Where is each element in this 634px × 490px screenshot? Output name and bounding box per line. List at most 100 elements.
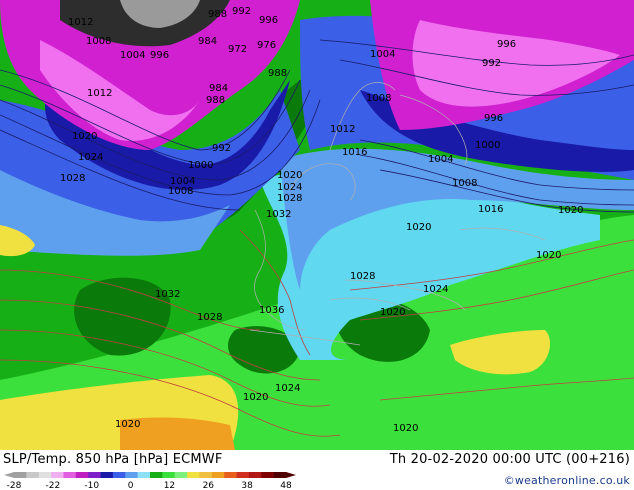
legend-swatches [4,472,296,478]
legend-swatch [162,472,176,478]
label-988-a: 988 [208,9,227,20]
label-972-a: 972 [228,44,247,55]
legend-tick-label: -10 [84,481,99,490]
legend-swatch [150,472,163,478]
legend-tick-label: 38 [241,481,253,490]
light-blue-atlantic [0,170,230,256]
magenta-greenland [0,0,300,150]
label-992-c: 992 [212,143,231,154]
legend-swatch [125,472,138,478]
legend-swatch [38,472,52,478]
legend-swatch [199,472,213,478]
label-1028-b: 1028 [277,193,302,204]
label-1000-b: 1000 [188,160,213,171]
pink-scandinavia [412,20,620,107]
label-1004-a: 1004 [120,50,145,61]
credit-link[interactable]: ©weatheronline.co.uk [503,474,630,487]
isobar-labels: 1012 988 992 996 1008 1004 996 984 972 9… [60,6,583,434]
legend-swatch [174,472,188,478]
label-996-b: 996 [150,50,169,61]
label-988-c: 988 [206,95,225,106]
legend-arrow-left [4,472,14,478]
label-1020-a: 1020 [72,131,97,142]
legend-tick-label: 26 [203,481,215,490]
label-1012-c: 1012 [330,124,355,135]
pink-greenland [40,40,200,141]
label-1020-c: 1020 [558,205,583,216]
legend-swatch [224,472,237,478]
yellow-east-med [450,330,550,375]
isobars-cold [0,39,634,213]
label-1020-b: 1020 [277,170,302,181]
label-996-a: 996 [259,15,278,26]
label-1020-e: 1020 [536,250,561,261]
label-992-b: 992 [482,58,501,69]
label-1028-d: 1028 [197,312,222,323]
label-1004-d: 1004 [170,176,195,187]
isobars-warm [0,229,634,437]
label-976-a: 976 [257,40,276,51]
label-1012-a: 1012 [68,17,93,28]
legend-arrow-right [286,472,296,478]
label-1020-f: 1020 [380,307,405,318]
legend-swatch [26,472,40,478]
label-1008-c: 1008 [168,186,193,197]
label-1008-b: 1008 [366,93,391,104]
label-1004-b: 1004 [370,49,395,60]
legend-tick-label: -22 [46,481,61,490]
label-1008-a: 1008 [86,36,111,47]
legend-swatch [236,472,250,478]
label-1024-c: 1024 [423,284,448,295]
label-1020-g: 1020 [243,392,268,403]
label-992-a: 992 [232,6,251,17]
legend-tick-label: 48 [280,481,292,490]
label-1028-a: 1028 [60,173,85,184]
legend-swatch [88,472,101,478]
orange-africa [120,417,235,450]
yellow-atlantic [0,225,35,257]
legend-swatch [75,472,89,478]
label-1020-h: 1020 [115,419,140,430]
legend-ticks: -28 -22 -10 0 12 26 38 48 [7,481,292,490]
label-1008-d: 1008 [452,178,477,189]
temperature-legend: -28 -22 -10 0 12 26 38 48 [4,472,296,490]
legend-swatch [211,472,225,478]
label-996-d: 996 [484,113,503,124]
valid-time: Th 20-02-2020 00:00 UTC (00+216) [389,452,630,467]
label-1020-d: 1020 [406,222,431,233]
weather-map: 1012 988 992 996 1008 1004 996 984 972 9… [0,0,634,450]
legend-tick-label: 12 [164,481,175,490]
label-984-a: 984 [198,36,217,47]
label-1016-b: 1016 [478,204,503,215]
map-title: SLP/Temp. 850 hPa [hPa] ECMWF [3,452,223,467]
legend-swatch [137,472,151,478]
dark-green-iberia [228,326,300,374]
label-1000-a: 1000 [475,140,500,151]
map-footer: SLP/Temp. 850 hPa [hPa] ECMWF Th 20-02-2… [0,450,634,490]
label-1032-b: 1032 [155,289,180,300]
label-1028-c: 1028 [350,271,375,282]
label-1004-c: 1004 [428,154,453,165]
legend-swatch [51,472,64,478]
label-996-c: 996 [497,39,516,50]
label-1020-i: 1020 [393,423,418,434]
dark-blue-east [360,90,634,172]
legend-swatch [112,472,126,478]
legend-swatch [248,472,262,478]
legend-swatch [187,472,200,478]
dark-green-atlantic [74,277,171,356]
label-1032-a: 1032 [266,209,291,220]
label-984-b: 984 [209,83,228,94]
label-1024-a: 1024 [78,152,103,163]
label-988-b: 988 [268,68,287,79]
label-1012-b: 1012 [87,88,112,99]
label-1024-b: 1024 [277,182,302,193]
gray-greenland [120,0,200,28]
legend-tick-label: 0 [128,481,134,490]
label-1036-a: 1036 [259,305,284,316]
legend-swatch [14,472,27,478]
legend-swatch [100,472,114,478]
legend-swatch [63,472,77,478]
label-1024-d: 1024 [275,383,300,394]
